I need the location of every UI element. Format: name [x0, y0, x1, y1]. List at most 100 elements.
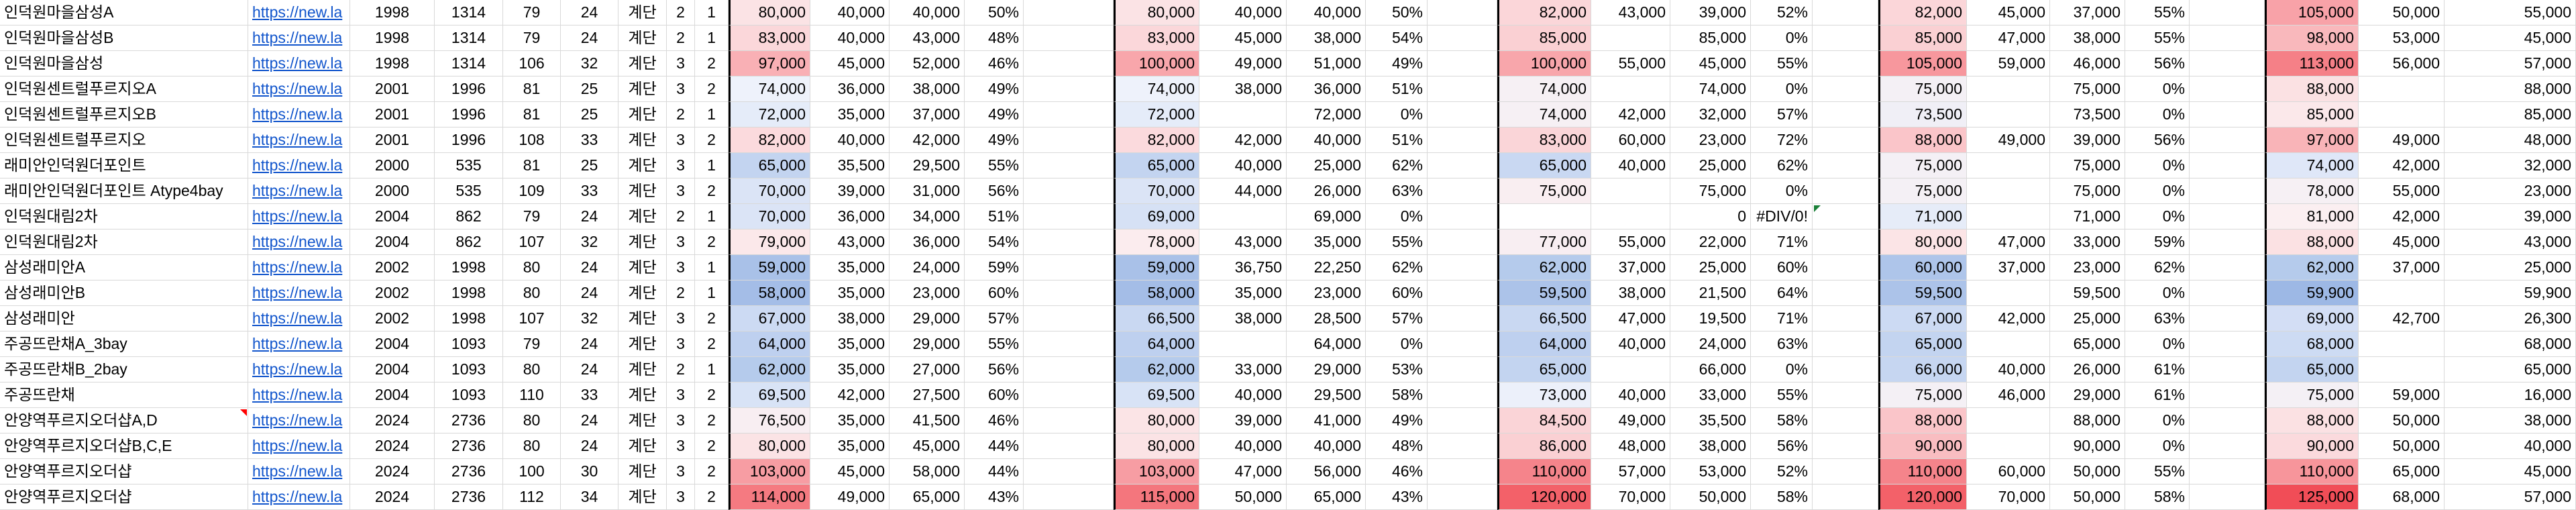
period5-price-cell[interactable]: 85,000 — [2265, 102, 2359, 128]
period1-jeonse-cell[interactable]: 45,000 — [810, 51, 890, 76]
comment-indicator-icon[interactable] — [240, 409, 247, 416]
period1-gap-cell[interactable]: 52,000 — [890, 51, 965, 76]
period3-gap-cell[interactable]: 24,000 — [1670, 332, 1751, 357]
period5-gap-cell[interactable]: 45,000 — [2445, 459, 2576, 484]
period1-jeonse-cell[interactable]: 35,000 — [810, 255, 890, 280]
households-cell[interactable]: 2736 — [435, 459, 503, 484]
empty-cell[interactable] — [1428, 484, 1497, 510]
period4-jeonse-ratio-cell[interactable]: 55% — [2125, 0, 2190, 26]
period3-gap-cell[interactable]: 74,000 — [1670, 76, 1751, 102]
period5-gap-cell[interactable]: 57,000 — [2445, 51, 2576, 76]
complex-name-cell[interactable]: 주공뜨란채 — [0, 382, 248, 408]
empty-cell[interactable] — [1813, 178, 1878, 204]
build-year-cell[interactable]: 2004 — [350, 382, 435, 408]
hallway-type-cell[interactable]: 계단 — [619, 459, 667, 484]
period1-jeonse-cell[interactable]: 39,000 — [810, 178, 890, 204]
build-year-cell[interactable]: 2024 — [350, 434, 435, 459]
period2-jeonse-ratio-cell[interactable]: 48% — [1366, 434, 1428, 459]
period2-jeonse-cell[interactable] — [1199, 102, 1287, 128]
period3-jeonse-ratio-cell[interactable]: #DIV/0! — [1751, 204, 1813, 230]
period5-jeonse-cell[interactable] — [2359, 357, 2445, 382]
period4-jeonse-ratio-cell[interactable]: 55% — [2125, 26, 2190, 51]
period5-gap-cell[interactable]: 26,300 — [2445, 306, 2576, 332]
period5-jeonse-cell[interactable]: 42,700 — [2359, 306, 2445, 332]
empty-cell[interactable] — [1024, 102, 1114, 128]
period4-gap-cell[interactable]: 25,000 — [2050, 306, 2125, 332]
rooms-cell[interactable]: 2 — [667, 26, 695, 51]
period2-gap-cell[interactable]: 41,000 — [1287, 408, 1366, 434]
empty-cell[interactable] — [2190, 484, 2265, 510]
period1-jeonse-ratio-cell[interactable]: 55% — [965, 332, 1024, 357]
empty-cell[interactable] — [1428, 306, 1497, 332]
period5-gap-cell[interactable]: 38,000 — [2445, 408, 2576, 434]
period2-jeonse-ratio-cell[interactable]: 51% — [1366, 128, 1428, 153]
period4-price-cell[interactable]: 66,000 — [1878, 357, 1967, 382]
empty-cell[interactable] — [1024, 332, 1114, 357]
baths-cell[interactable]: 1 — [695, 204, 729, 230]
period4-jeonse-cell[interactable]: 60,000 — [1967, 459, 2050, 484]
period4-gap-cell[interactable]: 38,000 — [2050, 26, 2125, 51]
period3-jeonse-ratio-cell[interactable]: 55% — [1751, 382, 1813, 408]
area-sqm-cell[interactable]: 81 — [503, 153, 561, 178]
period3-price-cell[interactable]: 82,000 — [1497, 0, 1591, 26]
rooms-cell[interactable]: 3 — [667, 332, 695, 357]
period1-jeonse-ratio-cell[interactable]: 60% — [965, 382, 1024, 408]
rooms-cell[interactable]: 3 — [667, 484, 695, 510]
baths-cell[interactable]: 1 — [695, 255, 729, 280]
area-sqm-cell[interactable]: 100 — [503, 459, 561, 484]
period1-price-cell[interactable]: 64,000 — [729, 332, 810, 357]
listing-link-cell[interactable]: https://new.la — [248, 408, 350, 434]
period3-jeonse-cell[interactable]: 40,000 — [1591, 382, 1670, 408]
period3-price-cell[interactable]: 85,000 — [1497, 26, 1591, 51]
period4-gap-cell[interactable]: 71,000 — [2050, 204, 2125, 230]
period1-price-cell[interactable]: 65,000 — [729, 153, 810, 178]
baths-cell[interactable]: 1 — [695, 0, 729, 26]
period5-price-cell[interactable]: 75,000 — [2265, 382, 2359, 408]
empty-cell[interactable] — [1813, 255, 1878, 280]
empty-cell[interactable] — [1428, 204, 1497, 230]
complex-name-cell[interactable]: 인덕원마을삼성 — [0, 51, 248, 76]
period1-jeonse-ratio-cell[interactable]: 49% — [965, 102, 1024, 128]
period3-gap-cell[interactable]: 53,000 — [1670, 459, 1751, 484]
empty-cell[interactable] — [1813, 408, 1878, 434]
build-year-cell[interactable]: 2024 — [350, 484, 435, 510]
period5-jeonse-cell[interactable] — [2359, 102, 2445, 128]
period5-jeonse-cell[interactable]: 42,000 — [2359, 153, 2445, 178]
rooms-cell[interactable]: 3 — [667, 459, 695, 484]
period1-price-cell[interactable]: 62,000 — [729, 357, 810, 382]
period5-price-cell[interactable]: 59,900 — [2265, 280, 2359, 306]
empty-cell[interactable] — [1428, 230, 1497, 255]
period5-price-cell[interactable]: 65,000 — [2265, 357, 2359, 382]
period1-gap-cell[interactable]: 27,000 — [890, 357, 965, 382]
rooms-cell[interactable]: 3 — [667, 408, 695, 434]
period2-jeonse-cell[interactable]: 40,000 — [1199, 382, 1287, 408]
period3-jeonse-ratio-cell[interactable]: 58% — [1751, 408, 1813, 434]
pyeong-cell[interactable]: 24 — [561, 357, 619, 382]
period3-price-cell[interactable]: 62,000 — [1497, 255, 1591, 280]
period2-jeonse-ratio-cell[interactable]: 54% — [1366, 26, 1428, 51]
period1-jeonse-cell[interactable]: 42,000 — [810, 382, 890, 408]
period5-gap-cell[interactable]: 25,000 — [2445, 255, 2576, 280]
period2-price-cell[interactable]: 69,000 — [1114, 204, 1199, 230]
period4-jeonse-cell[interactable]: 59,000 — [1967, 51, 2050, 76]
period3-price-cell[interactable]: 65,000 — [1497, 153, 1591, 178]
area-sqm-cell[interactable]: 110 — [503, 382, 561, 408]
period3-jeonse-ratio-cell[interactable]: 72% — [1751, 128, 1813, 153]
pyeong-cell[interactable]: 30 — [561, 459, 619, 484]
rooms-cell[interactable]: 2 — [667, 0, 695, 26]
period4-jeonse-cell[interactable] — [1967, 408, 2050, 434]
period4-jeonse-cell[interactable] — [1967, 280, 2050, 306]
pyeong-cell[interactable]: 24 — [561, 332, 619, 357]
period4-jeonse-ratio-cell[interactable]: 62% — [2125, 255, 2190, 280]
period5-price-cell[interactable]: 97,000 — [2265, 128, 2359, 153]
period3-gap-cell[interactable]: 25,000 — [1670, 255, 1751, 280]
period1-jeonse-ratio-cell[interactable]: 44% — [965, 434, 1024, 459]
period1-jeonse-cell[interactable]: 35,000 — [810, 102, 890, 128]
period3-gap-cell[interactable]: 23,000 — [1670, 128, 1751, 153]
period3-jeonse-ratio-cell[interactable]: 63% — [1751, 332, 1813, 357]
listing-link-cell[interactable]: https://new.la — [248, 459, 350, 484]
period1-jeonse-ratio-cell[interactable]: 46% — [965, 408, 1024, 434]
period1-gap-cell[interactable]: 34,000 — [890, 204, 965, 230]
period1-jeonse-cell[interactable]: 36,000 — [810, 204, 890, 230]
hallway-type-cell[interactable]: 계단 — [619, 434, 667, 459]
